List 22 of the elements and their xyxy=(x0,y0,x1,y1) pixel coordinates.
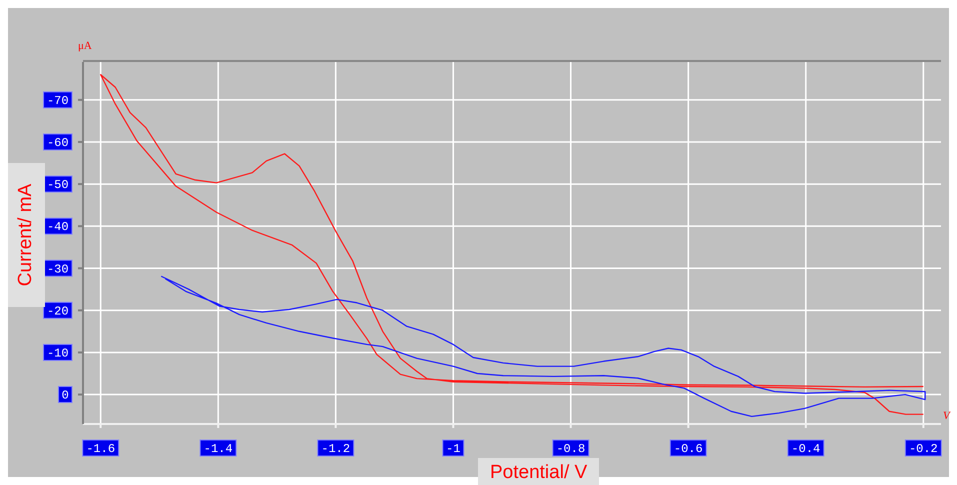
y-tick-label: -10 xyxy=(46,346,69,360)
x-tick-label: -0.4 xyxy=(791,442,820,456)
text: V xyxy=(943,410,950,422)
line-series xyxy=(160,276,926,418)
x-tick-label: -1.6 xyxy=(86,442,116,456)
x-tick-label: -1 xyxy=(446,442,460,456)
y-tick-label: -70 xyxy=(46,94,69,108)
x-tick-label: -0.2 xyxy=(908,442,938,456)
y-tick-label: -40 xyxy=(46,220,69,234)
x-tick-label: -0.8 xyxy=(556,442,586,456)
x-tick-label: -0.6 xyxy=(674,442,703,456)
line-series xyxy=(100,74,924,415)
y-axis-title: Current/ mA xyxy=(15,184,37,286)
text: μA xyxy=(78,40,92,52)
y-tick-label: -60 xyxy=(46,136,69,150)
y-tick-label: 0 xyxy=(62,388,69,403)
y-tick-label: -30 xyxy=(46,262,69,276)
x-tick-label: -1.2 xyxy=(321,442,350,456)
y-tick-label: -20 xyxy=(46,304,69,318)
x-axis-title: Potential/ V xyxy=(478,458,600,485)
x-tick-label: -1.4 xyxy=(204,442,233,456)
y-tick-label: -50 xyxy=(46,178,69,192)
